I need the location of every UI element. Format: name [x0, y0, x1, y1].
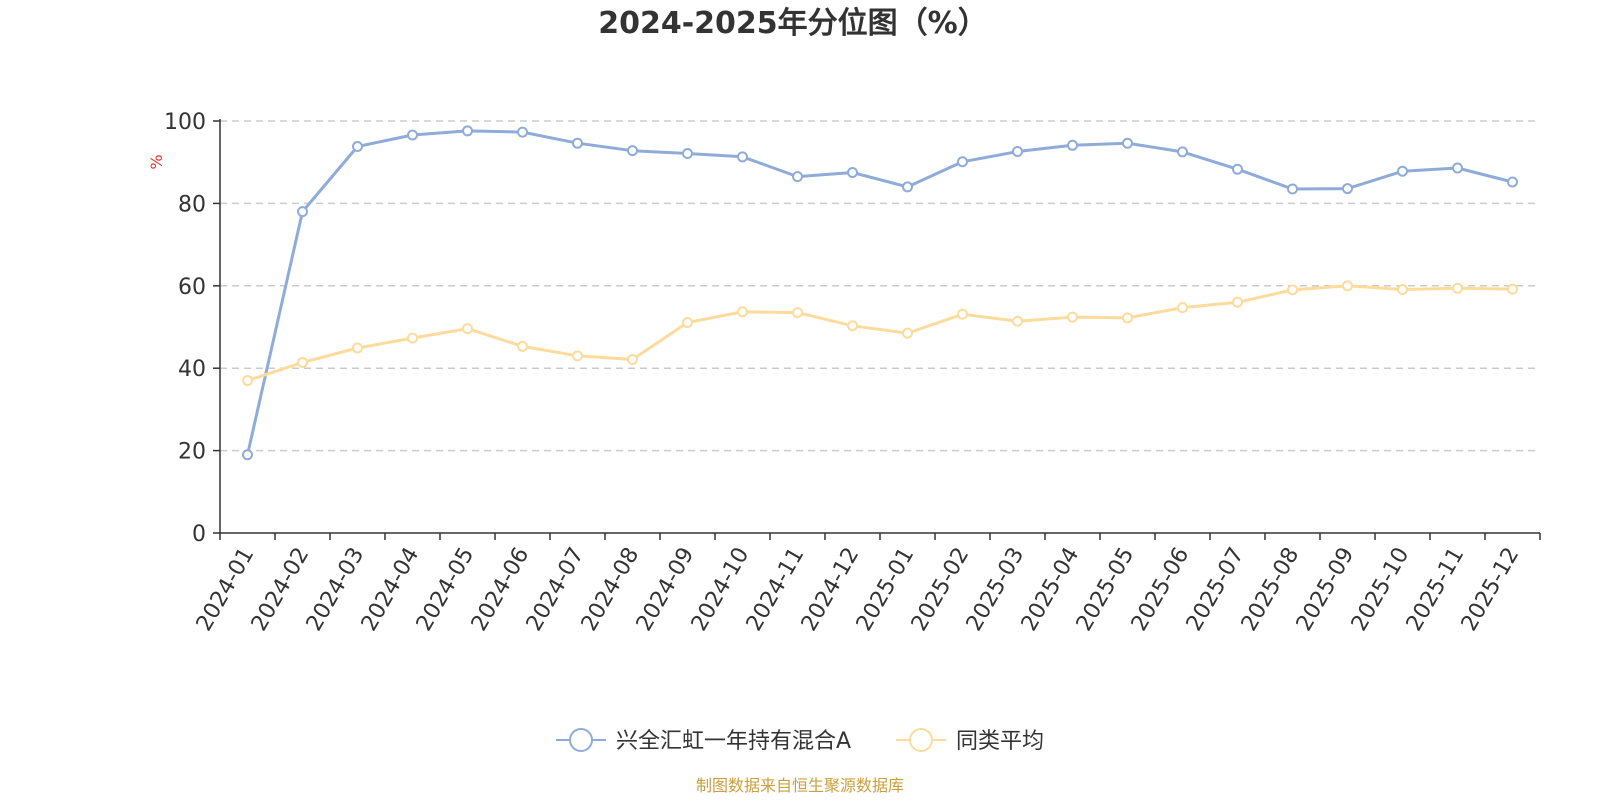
data-point	[1122, 312, 1133, 324]
y-tick-label: 60	[178, 275, 206, 300]
data-point	[242, 375, 253, 387]
data-point	[462, 323, 473, 335]
y-tick-label: 40	[178, 357, 206, 382]
data-point	[1012, 145, 1023, 157]
data-point	[572, 350, 583, 362]
y-tick-label: 0	[192, 522, 206, 547]
data-point	[957, 308, 968, 320]
data-point	[1397, 284, 1408, 296]
data-point	[682, 148, 693, 160]
data-point	[957, 156, 968, 168]
x-tick-labels: 2024-012024-022024-032024-042024-052024-…	[192, 543, 1525, 635]
series-layer	[242, 125, 1518, 461]
data-point	[407, 332, 418, 344]
series-line	[247, 284, 1513, 383]
data-point	[737, 151, 748, 163]
data-point	[1067, 311, 1078, 323]
data-point	[517, 340, 528, 352]
data-point	[242, 449, 253, 461]
data-point	[1342, 183, 1353, 195]
y-tick-label: 80	[178, 192, 206, 217]
data-point	[1452, 282, 1463, 294]
y-tick-label: 20	[178, 440, 206, 465]
legend-marker-icon	[569, 728, 593, 752]
data-point	[297, 206, 308, 218]
data-point	[627, 145, 638, 157]
series-1	[242, 280, 1518, 387]
series-0	[242, 125, 1518, 461]
data-point	[1287, 284, 1298, 296]
y-tick-label: 100	[164, 110, 206, 135]
data-point	[737, 306, 748, 318]
data-point	[902, 327, 913, 339]
legend-marker-icon	[909, 728, 933, 752]
data-point	[792, 171, 803, 183]
data-point	[462, 125, 473, 137]
data-point	[847, 167, 858, 178]
legend[interactable]: 兴全汇虹一年持有混合A 同类平均	[556, 728, 1044, 754]
data-point	[297, 356, 308, 368]
gridlines	[220, 120, 1540, 452]
y-tick-labels: 0 20 40 60 80 100	[164, 110, 206, 547]
data-point	[1342, 280, 1353, 292]
source-note: 制图数据来自恒生聚源数据库	[696, 776, 904, 795]
data-point	[1507, 283, 1518, 295]
chart-title: 2024-2025年分位图（%）	[598, 6, 988, 41]
data-point	[1122, 137, 1133, 149]
data-point	[1067, 139, 1078, 151]
data-point	[1012, 315, 1023, 327]
data-point	[902, 181, 913, 193]
data-point	[1287, 183, 1298, 195]
data-point	[1452, 162, 1463, 174]
legend-item-0[interactable]: 兴全汇虹一年持有混合A	[556, 728, 851, 754]
data-point	[627, 354, 638, 366]
axes	[213, 119, 1541, 540]
data-point	[1397, 165, 1408, 177]
data-point	[1177, 302, 1188, 314]
data-point	[407, 129, 418, 141]
legend-item-1[interactable]: 同类平均	[896, 728, 1044, 754]
data-point	[352, 141, 363, 153]
series-line	[246, 129, 1513, 456]
data-point	[517, 126, 528, 138]
y-axis-label: %	[147, 154, 166, 169]
data-point	[1177, 146, 1188, 158]
data-point	[1232, 296, 1243, 308]
legend-label: 同类平均	[956, 729, 1044, 754]
data-point	[792, 307, 803, 319]
data-point	[572, 137, 583, 149]
data-point	[1232, 163, 1243, 175]
data-point	[352, 342, 363, 354]
data-point	[847, 320, 858, 332]
legend-label: 兴全汇虹一年持有混合A	[616, 729, 851, 754]
data-point	[682, 316, 693, 328]
data-point	[1507, 176, 1518, 188]
